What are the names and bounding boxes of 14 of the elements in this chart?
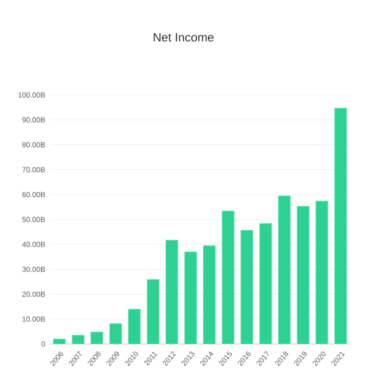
bar (146, 279, 160, 344)
bar (296, 206, 310, 344)
bar (316, 200, 328, 344)
bar (334, 108, 347, 344)
bar (128, 308, 141, 344)
bar (184, 252, 197, 344)
bar (240, 230, 254, 344)
bar (203, 245, 216, 344)
bar (259, 223, 272, 344)
bar (278, 196, 291, 344)
chart-title: Net Income (154, 33, 214, 42)
bar (109, 323, 122, 344)
bar (166, 240, 178, 344)
bar (222, 210, 234, 344)
